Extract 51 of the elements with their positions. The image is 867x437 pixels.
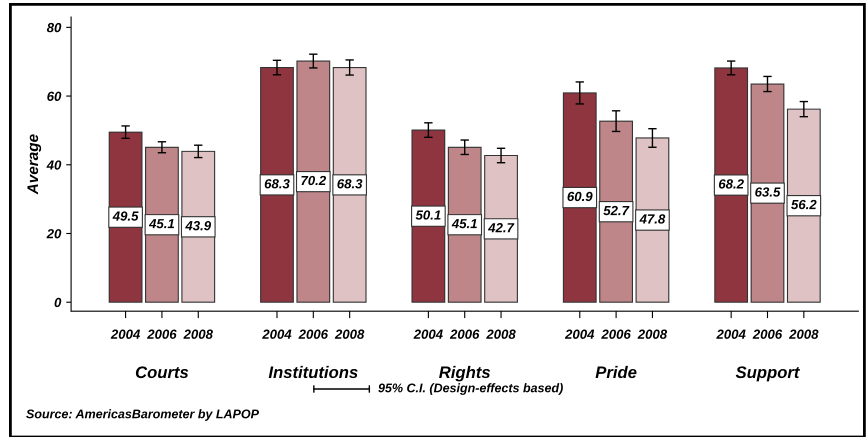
data-label: 60.9 <box>568 192 593 202</box>
text: 2006 <box>601 330 631 339</box>
y-tick-label: 80 <box>46 22 62 32</box>
text: 95% C.I. (Design-effects based) <box>378 383 563 395</box>
data-label: 47.8 <box>639 214 666 224</box>
data-label: 50.1 <box>416 210 441 220</box>
data-label: 45.1 <box>148 219 174 228</box>
data-label: 43.9 <box>185 220 212 230</box>
y-tick-label: 20 <box>46 229 62 238</box>
text: 2008 <box>334 330 364 339</box>
data-label: 68.3 <box>337 179 362 188</box>
data-label: 42.7 <box>488 223 514 232</box>
text: 2006 <box>450 330 480 339</box>
data-label: 56.2 <box>791 200 817 210</box>
x-tick-label: Courts <box>136 366 188 378</box>
y-axis-title: Average <box>27 134 42 195</box>
bar <box>786 108 821 303</box>
text: 2004 <box>262 330 292 339</box>
y-tick-label: 0 <box>54 298 62 308</box>
bar <box>599 120 634 303</box>
text: 2006 <box>298 330 328 339</box>
y-tick-label: 60 <box>47 92 62 101</box>
x-tick-label: Support <box>736 366 800 382</box>
text: 2008 <box>183 330 213 339</box>
x-tick-label: Pride <box>596 366 636 378</box>
text: 2004 <box>716 330 746 339</box>
data-label: 68.3 <box>264 179 290 188</box>
text: 2008 <box>788 330 818 339</box>
data-label: 49.5 <box>112 211 139 221</box>
text: 2004 <box>413 330 443 339</box>
data-label: 45.1 <box>452 219 477 228</box>
text: 2008 <box>638 330 668 339</box>
x-tick-label: Institutions <box>268 366 358 378</box>
text: 2004 <box>564 330 594 339</box>
text: 2004 <box>110 330 140 339</box>
data-label: 70.2 <box>301 176 326 186</box>
data-label: 68.2 <box>718 179 744 189</box>
data-label: 63.5 <box>755 187 780 197</box>
bar <box>260 66 294 303</box>
y-tick-label: 40 <box>46 160 62 170</box>
text: 2008 <box>486 330 516 339</box>
bar <box>332 66 367 303</box>
bar <box>562 92 597 303</box>
bar <box>714 67 748 303</box>
x-tick-label: Rights <box>439 366 490 382</box>
bar <box>296 60 330 303</box>
data-label: 52.7 <box>603 206 630 216</box>
text: 2006 <box>147 330 177 339</box>
source-note: Source: AmericasBarometer by LAPOP <box>26 409 259 421</box>
bar <box>750 83 784 303</box>
text: 2006 <box>752 330 782 339</box>
